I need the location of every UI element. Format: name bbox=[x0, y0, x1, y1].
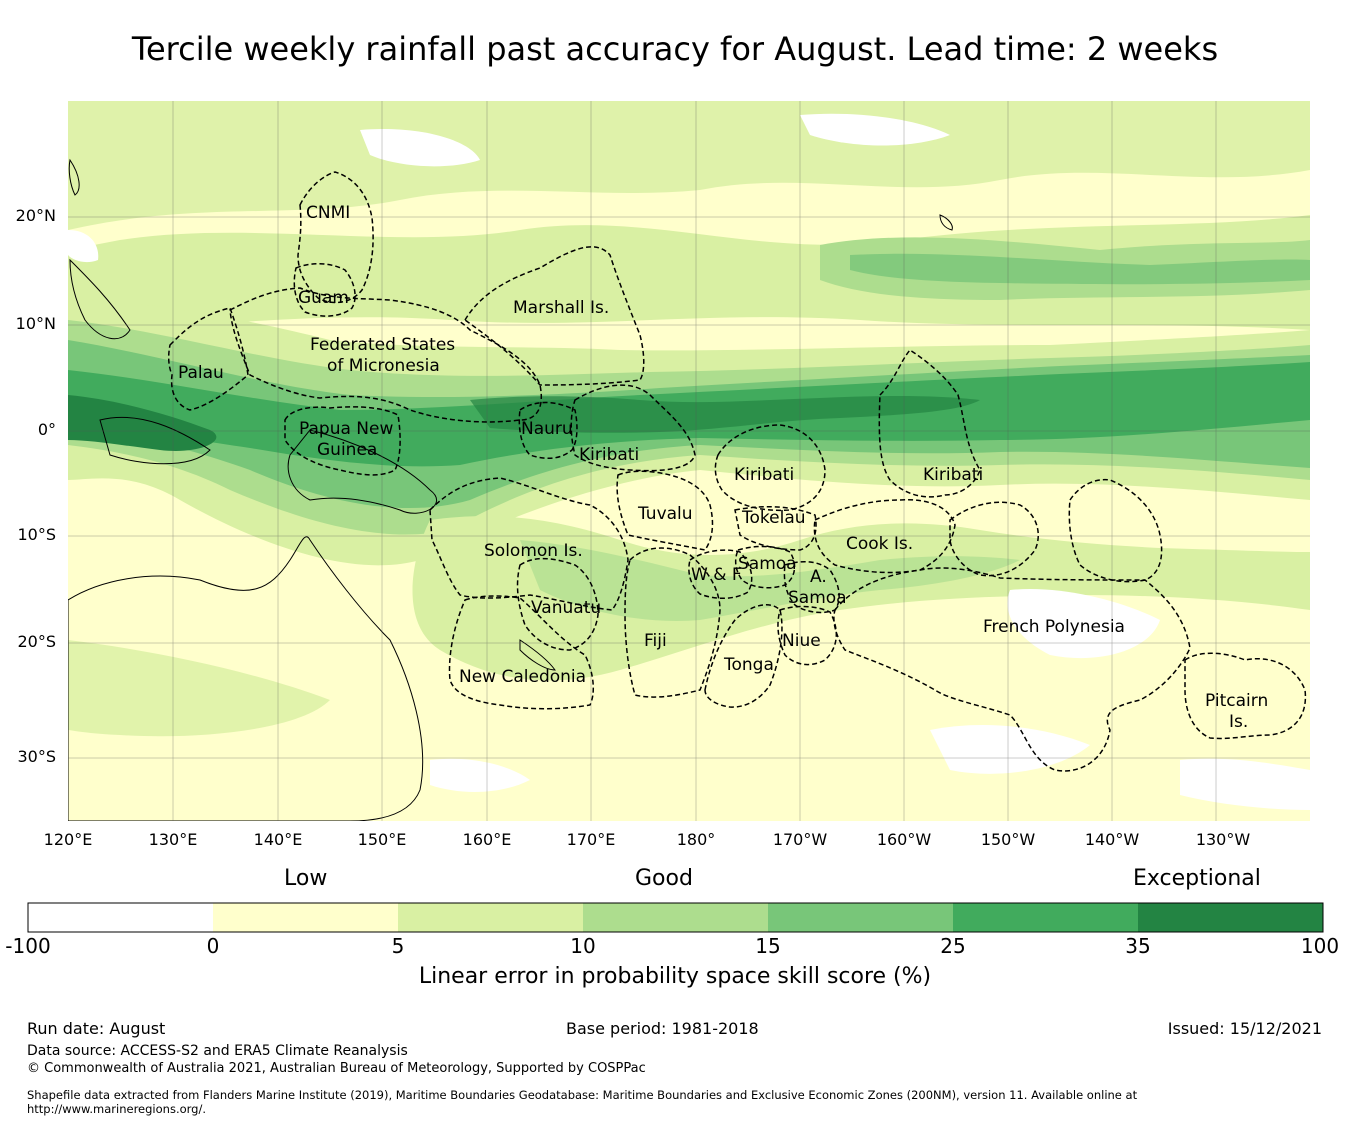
lon-tick: 170°E bbox=[566, 830, 616, 849]
label-tonga: Tonga bbox=[723, 655, 774, 675]
label-niue: Niue bbox=[782, 631, 821, 651]
label-png-2: Guinea bbox=[317, 440, 377, 460]
lon-tick: 160°W bbox=[876, 830, 932, 849]
category-label-exceptional: Exceptional bbox=[1133, 866, 1261, 891]
label-cook: Cook Is. bbox=[846, 534, 913, 554]
label-tokelau: Tokelau bbox=[741, 508, 806, 528]
label-asamoa-2: Samoa bbox=[788, 588, 847, 608]
colorbar-tick: -100 bbox=[5, 934, 51, 958]
label-fsm-1: Federated States bbox=[310, 335, 455, 355]
label-cnmi: CNMI bbox=[306, 203, 350, 223]
label-pitcairn-1: Pitcairn bbox=[1205, 691, 1268, 711]
lat-tick: 0° bbox=[37, 420, 56, 439]
lat-tick: 10°S bbox=[17, 525, 56, 544]
colorbar-tick: 0 bbox=[206, 934, 220, 958]
base-period: Base period: 1981-2018 bbox=[566, 1019, 759, 1038]
colorbar-tick: 5 bbox=[391, 934, 405, 958]
category-label-good: Good bbox=[635, 866, 693, 891]
colorbar-tick: 25 bbox=[940, 934, 966, 958]
region-labels: CNMI Guam Marshall Is. Federated States … bbox=[178, 203, 1268, 732]
shapefile-credit: Shapefile data extracted from Flanders M… bbox=[27, 1088, 1138, 1102]
colorbar-tick: 15 bbox=[755, 934, 781, 958]
label-french-polynesia: French Polynesia bbox=[983, 617, 1125, 637]
lon-tick: 130°W bbox=[1195, 830, 1251, 849]
eez-boundaries bbox=[167, 171, 1307, 772]
label-png-1: Papua New bbox=[299, 419, 393, 439]
colorbar-tick: 100 bbox=[1300, 934, 1340, 958]
data-source: Data source: ACCESS-S2 and ERA5 Climate … bbox=[27, 1043, 408, 1059]
lon-tick: 160°E bbox=[462, 830, 512, 849]
label-kiribati-c: Kiribati bbox=[734, 465, 794, 485]
lon-tick: 150°E bbox=[357, 830, 407, 849]
colorbar-segment bbox=[28, 903, 213, 932]
label-kiribati-e: Kiribati bbox=[923, 465, 983, 485]
label-samoa: Samoa bbox=[738, 554, 797, 574]
category-label-low: Low bbox=[284, 866, 328, 891]
colorbar-title: Linear error in probability space skill … bbox=[418, 964, 932, 989]
label-tuvalu: Tuvalu bbox=[637, 504, 693, 524]
label-vanuatu: Vanuatu bbox=[531, 598, 601, 618]
label-marshall: Marshall Is. bbox=[513, 298, 609, 318]
colorbar bbox=[27, 902, 1324, 933]
lat-tick: 30°S bbox=[17, 747, 56, 766]
issued-date: Issued: 15/12/2021 bbox=[1167, 1019, 1322, 1038]
label-guam: Guam bbox=[298, 288, 349, 308]
lon-tick: 180° bbox=[676, 830, 716, 849]
label-asamoa-1: A. bbox=[810, 567, 827, 587]
label-fiji: Fiji bbox=[644, 631, 667, 651]
label-kiribati-w: Kiribati bbox=[579, 445, 639, 465]
skill-field bbox=[68, 101, 1310, 821]
colorbar-segment bbox=[213, 903, 398, 932]
label-pitcairn-2: Is. bbox=[1229, 712, 1248, 732]
colorbar-segment bbox=[953, 903, 1138, 932]
colorbar-segment bbox=[1138, 903, 1323, 932]
lat-tick: 20°S bbox=[17, 632, 56, 651]
label-nauru: Nauru bbox=[521, 419, 573, 439]
lon-tick: 130°E bbox=[148, 830, 198, 849]
lon-tick: 140°W bbox=[1084, 830, 1140, 849]
colorbar-segment bbox=[398, 903, 583, 932]
label-wf: W & F bbox=[691, 565, 742, 585]
label-fsm-2: of Micronesia bbox=[327, 356, 440, 376]
label-solomon: Solomon Is. bbox=[484, 541, 583, 561]
label-new-caledonia: New Caledonia bbox=[459, 667, 586, 687]
label-palau: Palau bbox=[178, 363, 224, 383]
lon-tick: 170°W bbox=[772, 830, 828, 849]
lat-tick: 20°N bbox=[15, 206, 56, 225]
shapefile-url: http://www.marineregions.org/. bbox=[27, 1102, 206, 1116]
lon-tick: 150°W bbox=[980, 830, 1036, 849]
colorbar-segment bbox=[768, 903, 953, 932]
lat-tick: 10°N bbox=[15, 314, 56, 333]
lon-tick: 120°E bbox=[43, 830, 93, 849]
colorbar-tick: 35 bbox=[1125, 934, 1151, 958]
colorbar-tick: 10 bbox=[570, 934, 596, 958]
chart-title: Tercile weekly rainfall past accuracy fo… bbox=[131, 30, 1219, 68]
colorbar-segment bbox=[583, 903, 768, 932]
copyright: © Commonwealth of Australia 2021, Austra… bbox=[27, 1061, 646, 1076]
lon-tick: 140°E bbox=[253, 830, 303, 849]
run-date: Run date: August bbox=[27, 1019, 166, 1038]
graticule bbox=[68, 101, 1310, 821]
